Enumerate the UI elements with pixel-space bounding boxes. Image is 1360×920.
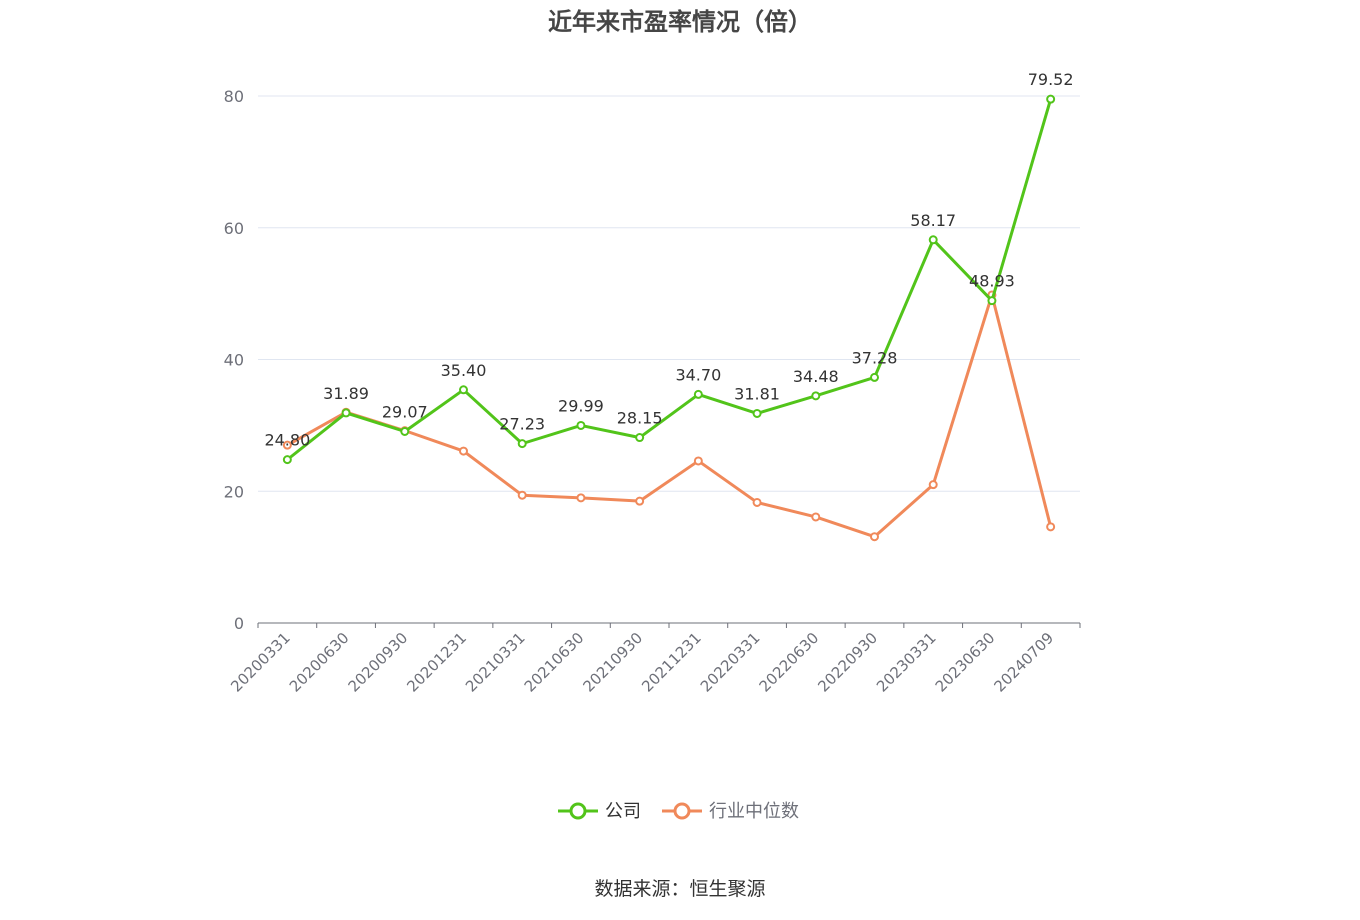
x-tick-label: 20211231	[638, 629, 705, 696]
data-labels: 24.80 31.89 29.07 35.40 27.23 29.99 28.15 34.70…	[264, 70, 1073, 449]
data-label: 58.17	[910, 211, 956, 230]
data-point-0	[870, 372, 879, 382]
data-point-1	[928, 480, 938, 490]
grid-lines	[258, 95, 1080, 492]
data-point-0	[752, 408, 762, 418]
x-tick-label: 20230331	[873, 629, 940, 696]
data-point-1	[517, 490, 527, 500]
y-tick-label: 40	[224, 351, 244, 370]
x-tick-label: 20220630	[756, 629, 823, 696]
data-point-0	[1046, 94, 1056, 104]
data-label: 37.28	[852, 348, 898, 367]
legend-item-1[interactable]: 行业中位数	[662, 801, 799, 822]
source-text: 数据来源：恒生聚源	[594, 878, 765, 900]
legend-marker-icon	[673, 802, 691, 820]
chart-title: 近年来市盈率情况（倍）	[548, 8, 812, 36]
series-lines	[282, 94, 1056, 542]
data-point-1	[459, 446, 468, 456]
data-label: 31.89	[323, 384, 369, 403]
data-label: 34.48	[793, 367, 839, 386]
data-point-1	[693, 456, 703, 466]
data-point-0	[459, 385, 468, 395]
y-tick-label: 80	[224, 87, 244, 106]
data-label: 28.15	[617, 409, 663, 428]
data-point-0	[928, 235, 938, 245]
data-label: 29.07	[382, 403, 428, 422]
x-tick-label: 20210630	[521, 629, 588, 696]
data-point-1	[1046, 522, 1056, 532]
data-point-1	[635, 496, 645, 506]
data-point-0	[811, 391, 821, 401]
data-point-0	[635, 433, 645, 443]
legend[interactable]: 公司 行业中位数	[558, 801, 799, 822]
data-point-1	[576, 493, 586, 503]
x-tick-label: 20220930	[814, 629, 881, 696]
legend-label: 行业中位数	[709, 801, 799, 822]
data-point-0	[693, 389, 703, 399]
y-tick-label: 20	[224, 482, 244, 501]
legend-item-0[interactable]: 公司	[558, 801, 641, 822]
data-point-0	[987, 296, 997, 306]
data-point-1	[282, 440, 292, 450]
data-point-0	[576, 420, 586, 430]
x-tick-label: 20210331	[462, 629, 529, 696]
data-point-0	[341, 408, 351, 418]
x-tick-label: 20240709	[990, 629, 1057, 696]
data-label: 79.52	[1028, 70, 1074, 89]
data-point-1	[811, 512, 821, 522]
series-line-0	[285, 97, 1053, 462]
x-tick-label: 20200331	[227, 629, 294, 696]
x-tick-label: 20200630	[286, 629, 353, 696]
data-point-1	[752, 497, 762, 507]
y-tick-label: 60	[224, 219, 244, 238]
data-label: 31.81	[734, 384, 780, 403]
data-label: 34.70	[675, 365, 721, 384]
data-label: 27.23	[499, 415, 545, 434]
legend-marker-icon	[569, 802, 587, 820]
data-label: 48.93	[969, 272, 1015, 291]
data-point-1	[870, 532, 879, 542]
data-point-0	[517, 439, 527, 449]
x-tick-label: 20230630	[932, 629, 999, 696]
series-line-1	[285, 293, 1053, 539]
data-label: 24.80	[264, 431, 310, 450]
x-tick-label: 20201231	[403, 629, 470, 696]
x-tick-label: 20220331	[697, 629, 764, 696]
data-label: 29.99	[558, 396, 604, 415]
x-tick-label: 20210930	[579, 629, 646, 696]
x-tick-label: 20200930	[345, 629, 412, 696]
data-label: 35.40	[441, 361, 487, 380]
legend-label: 公司	[605, 801, 641, 822]
data-point-0	[282, 455, 292, 465]
y-tick-label: 0	[234, 614, 244, 633]
data-point-0	[400, 427, 410, 437]
